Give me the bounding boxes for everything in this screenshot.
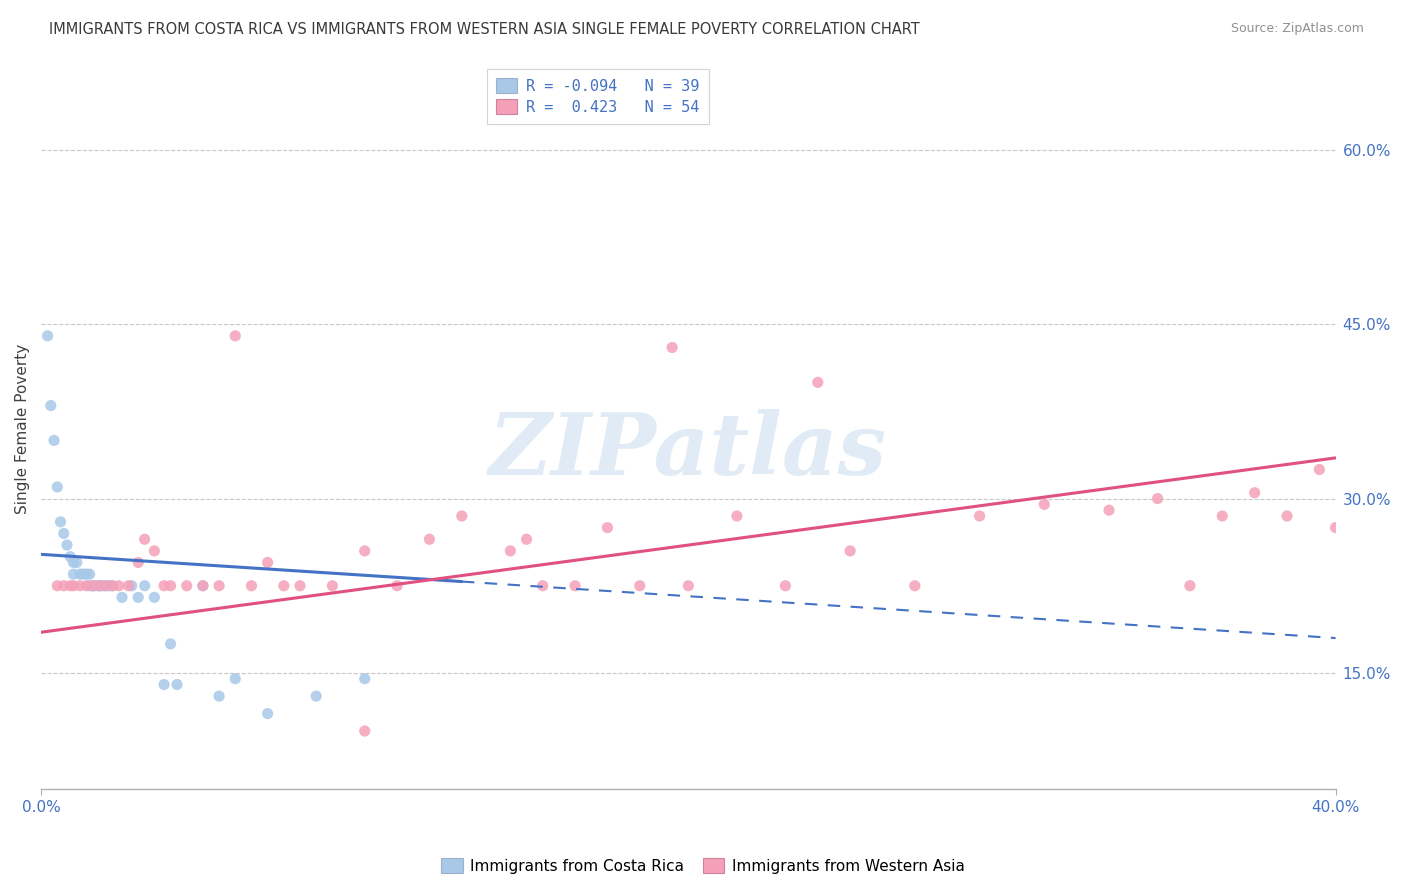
Point: [94, 579, 117, 593]
Point: [89, 579, 111, 593]
Point: [807, 376, 830, 390]
Point: [224, 329, 246, 343]
Point: [59, 549, 82, 564]
Point: [775, 579, 797, 593]
Point: [353, 672, 375, 686]
Text: ZIPatlas: ZIPatlas: [489, 409, 887, 492]
Point: [1324, 521, 1347, 535]
Point: [82, 579, 104, 593]
Point: [159, 637, 181, 651]
Point: [240, 579, 263, 593]
Point: [969, 508, 991, 523]
Point: [134, 533, 156, 547]
Point: [1178, 579, 1201, 593]
Legend: Immigrants from Costa Rica, Immigrants from Western Asia: Immigrants from Costa Rica, Immigrants f…: [436, 852, 970, 880]
Point: [82, 579, 104, 593]
Point: [1098, 503, 1121, 517]
Point: [79, 579, 101, 593]
Point: [353, 724, 375, 739]
Point: [107, 579, 129, 593]
Point: [1146, 491, 1168, 506]
Point: [59, 579, 82, 593]
Point: [208, 579, 231, 593]
Point: [82, 579, 104, 593]
Point: [91, 579, 114, 593]
Point: [564, 579, 586, 593]
Point: [84, 579, 107, 593]
Point: [224, 672, 246, 686]
Point: [839, 544, 862, 558]
Point: [69, 567, 91, 582]
Point: [450, 508, 472, 523]
Point: [37, 329, 59, 343]
Point: [208, 689, 231, 703]
Point: [159, 579, 181, 593]
Point: [46, 480, 69, 494]
Point: [176, 579, 198, 593]
Point: [134, 579, 156, 593]
Point: [725, 508, 748, 523]
Point: [69, 579, 91, 593]
Point: [288, 579, 311, 593]
Point: [56, 538, 79, 552]
Point: [89, 579, 111, 593]
Text: IMMIGRANTS FROM COSTA RICA VS IMMIGRANTS FROM WESTERN ASIA SINGLE FEMALE POVERTY: IMMIGRANTS FROM COSTA RICA VS IMMIGRANTS…: [49, 22, 920, 37]
Point: [596, 521, 619, 535]
Point: [353, 544, 375, 558]
Point: [127, 556, 149, 570]
Point: [1033, 497, 1056, 511]
Point: [499, 544, 522, 558]
Point: [39, 399, 62, 413]
Point: [166, 677, 188, 691]
Point: [143, 544, 166, 558]
Point: [661, 341, 683, 355]
Y-axis label: Single Female Poverty: Single Female Poverty: [15, 343, 30, 514]
Point: [62, 556, 84, 570]
Point: [305, 689, 328, 703]
Point: [678, 579, 700, 593]
Point: [191, 579, 214, 593]
Point: [89, 579, 111, 593]
Point: [117, 579, 139, 593]
Point: [1275, 508, 1298, 523]
Point: [111, 591, 134, 605]
Point: [46, 579, 69, 593]
Point: [515, 533, 537, 547]
Point: [153, 677, 176, 691]
Point: [101, 579, 124, 593]
Point: [94, 579, 117, 593]
Text: Source: ZipAtlas.com: Source: ZipAtlas.com: [1230, 22, 1364, 36]
Point: [66, 556, 89, 570]
Point: [101, 579, 124, 593]
Legend: R = -0.094   N = 39, R =  0.423   N = 54: R = -0.094 N = 39, R = 0.423 N = 54: [486, 69, 709, 124]
Point: [531, 579, 554, 593]
Point: [98, 579, 121, 593]
Point: [79, 567, 101, 582]
Point: [52, 526, 75, 541]
Point: [127, 591, 149, 605]
Point: [256, 706, 278, 721]
Point: [191, 579, 214, 593]
Point: [273, 579, 295, 593]
Point: [1211, 508, 1233, 523]
Point: [904, 579, 927, 593]
Point: [321, 579, 343, 593]
Point: [72, 567, 94, 582]
Point: [62, 579, 84, 593]
Point: [153, 579, 176, 593]
Point: [418, 533, 440, 547]
Point: [1308, 462, 1330, 476]
Point: [42, 434, 65, 448]
Point: [49, 515, 72, 529]
Point: [75, 567, 97, 582]
Point: [75, 579, 97, 593]
Point: [143, 591, 166, 605]
Point: [385, 579, 408, 593]
Point: [1243, 485, 1265, 500]
Point: [256, 556, 278, 570]
Point: [121, 579, 143, 593]
Point: [628, 579, 651, 593]
Point: [52, 579, 75, 593]
Point: [62, 567, 84, 582]
